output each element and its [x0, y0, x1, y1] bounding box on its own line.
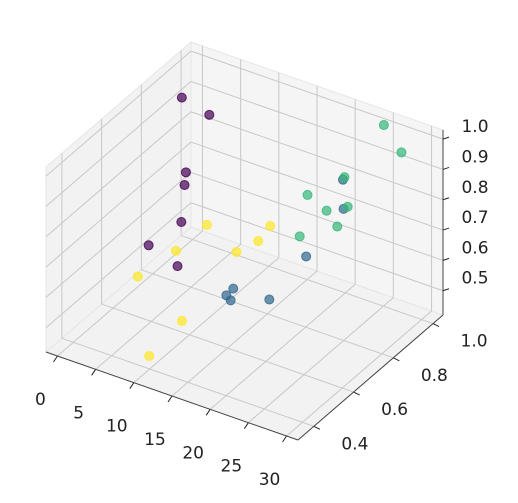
point: [176, 315, 187, 326]
grid-line: [286, 310, 432, 437]
point: [144, 351, 155, 362]
axis-line: [297, 314, 444, 441]
tick-mark: [393, 357, 400, 362]
point: [176, 216, 187, 227]
tick-mark: [353, 391, 360, 396]
grid-line: [171, 270, 318, 397]
x-tick-label: 10: [106, 417, 128, 437]
grid-line: [190, 202, 444, 292]
tick-mark: [53, 355, 58, 363]
grid-line: [95, 243, 241, 370]
tick-mark: [313, 425, 321, 430]
point: [143, 240, 154, 251]
point: [302, 189, 313, 200]
point: [339, 172, 350, 183]
point: [294, 231, 305, 242]
point: [204, 109, 215, 120]
y-tick-label: 0.8: [421, 366, 448, 386]
x-tick-label: 0: [35, 390, 46, 410]
grid-line: [101, 303, 354, 393]
x-tick-label: 5: [73, 403, 84, 423]
grid-line: [141, 269, 394, 359]
point: [342, 201, 353, 212]
tick-mark: [205, 409, 211, 416]
x-tick-label: 15: [144, 430, 166, 450]
point: [132, 271, 143, 282]
tick-mark: [442, 136, 450, 140]
z-tick-label: 0.9: [461, 147, 488, 167]
point: [265, 221, 276, 232]
point: [264, 294, 275, 305]
grid-line: [61, 337, 315, 427]
z-tick-label: 0.8: [461, 178, 488, 198]
x-tick-label: 25: [221, 457, 243, 477]
grid-line: [45, 111, 192, 238]
grid-line: [190, 171, 444, 261]
point: [225, 295, 236, 306]
point: [179, 180, 190, 191]
grid-line: [45, 81, 192, 207]
point: [180, 167, 191, 178]
z-tick-label: 0.7: [461, 208, 488, 228]
point: [172, 261, 183, 272]
tick-mark: [442, 197, 450, 201]
point: [231, 247, 242, 258]
grid-line: [45, 172, 192, 298]
tick-mark: [442, 257, 450, 261]
grid-line: [45, 50, 192, 177]
grid-line: [190, 141, 444, 231]
grid-line: [180, 235, 434, 325]
tick-mark: [282, 435, 287, 443]
point: [321, 205, 332, 216]
y-tick-label: 0.4: [341, 434, 368, 454]
grid-line: [190, 50, 444, 140]
z-tick-label: 0.5: [461, 269, 488, 289]
grid-line: [209, 283, 356, 410]
point: [253, 236, 264, 247]
tick-mark: [243, 422, 249, 429]
x-tick-label: 20: [182, 443, 204, 463]
grid-line: [45, 202, 192, 329]
point: [176, 92, 187, 103]
point: [201, 219, 212, 230]
x-tick-label: 30: [259, 470, 281, 490]
axis-line: [45, 351, 299, 441]
tick-mark: [129, 382, 135, 389]
point: [301, 251, 312, 262]
grid-line: [190, 111, 444, 201]
z-tick-label: 1.0: [461, 117, 488, 137]
grid-line: [45, 141, 192, 268]
point: [396, 147, 407, 158]
tick-mark: [432, 323, 440, 328]
point: [378, 120, 389, 131]
tick-mark: [91, 369, 97, 376]
z-tick-label: 0.6: [461, 238, 488, 258]
grid-line: [133, 257, 280, 384]
y-tick-label: 0.6: [381, 400, 408, 420]
point: [228, 283, 239, 294]
tick-mark: [167, 395, 173, 403]
tick-mark: [442, 166, 450, 170]
tick-mark: [442, 288, 450, 292]
grid-line: [248, 297, 394, 424]
y-tick-label: 1.0: [461, 332, 488, 352]
tick-mark: [442, 227, 450, 231]
point: [171, 245, 182, 256]
point: [332, 221, 343, 232]
